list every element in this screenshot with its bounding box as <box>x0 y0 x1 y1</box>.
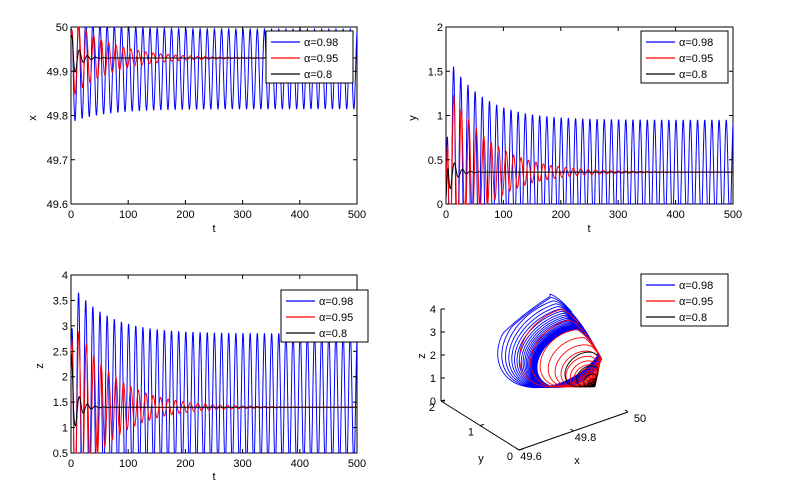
xlabel-z: t <box>212 471 215 483</box>
panel-phase-3d: 0 1 2 3 4 49.6 49.8 50 0 1 2 z x y <box>416 293 646 467</box>
legend-label-098: α=0.98 <box>679 280 713 292</box>
series-line-0 <box>445 66 734 205</box>
z-tick-label: 1 <box>430 373 436 385</box>
y-tick-label: 0.5 <box>428 155 443 167</box>
y-tick-label: 1 <box>437 111 443 123</box>
y3-tick <box>518 448 524 451</box>
y-tick-label: 1 <box>62 423 68 435</box>
xlabel-3d: x <box>574 455 580 467</box>
x-tick-label: 400 <box>666 209 684 221</box>
y-tick-label: 49.7 <box>47 155 68 167</box>
y3-tick <box>479 424 485 426</box>
ylabel-x: x <box>27 115 39 121</box>
x-tick-label: 400 <box>291 209 309 221</box>
xlabel-x: t <box>212 223 215 235</box>
x3-tick-label: 50 <box>634 413 646 425</box>
y-tick-label: 3.5 <box>53 295 68 307</box>
y-tick-label: 49.8 <box>47 111 68 123</box>
y3-tick-label: 0 <box>507 451 513 463</box>
legend-label-08: α=0.8 <box>319 328 347 340</box>
legend-label-08: α=0.8 <box>679 69 707 81</box>
x-tick-label: 300 <box>233 458 251 470</box>
series-line-0 <box>70 292 358 454</box>
y-tick-label: 2 <box>62 372 68 384</box>
z-tick-label: 3 <box>430 327 436 339</box>
y-tick-label: 50 <box>56 22 68 34</box>
legend-label-098: α=0.98 <box>319 296 353 308</box>
y-tick-label: 2.5 <box>53 346 68 358</box>
legend-label-098: α=0.98 <box>304 37 338 49</box>
y-tick-label: 4 <box>62 270 68 282</box>
x-tick-label: 500 <box>348 458 366 470</box>
y-tick-label: 0 <box>437 199 443 211</box>
x-tick-label: 100 <box>119 209 137 221</box>
phase-trajectory-0 <box>497 293 603 389</box>
y-tick-label: 0.5 <box>53 448 68 460</box>
x-tick-label: 0 <box>68 458 74 470</box>
legend-label-095: α=0.95 <box>304 53 338 65</box>
ticks-3d: 0 1 2 3 4 49.6 49.8 50 0 1 2 <box>429 304 646 463</box>
z-tick-label: 4 <box>430 304 436 316</box>
x3-tick <box>570 428 574 432</box>
curves-z <box>70 292 358 454</box>
y-tick-label: 49.6 <box>47 199 68 211</box>
x-tick-label: 0 <box>443 209 449 221</box>
series-line-2 <box>70 351 357 427</box>
x3-tick-label: 49.8 <box>575 432 596 444</box>
x-tick-label: 400 <box>291 458 309 470</box>
x3-tick-label: 49.6 <box>520 451 541 463</box>
xlabel-y: t <box>587 223 590 235</box>
y3-tick <box>440 399 446 402</box>
series-line-2 <box>445 162 733 200</box>
y3-tick-label: 1 <box>468 427 474 439</box>
legend-label-08: α=0.8 <box>304 69 332 81</box>
x3-tick <box>515 447 520 451</box>
legend-phase: α=0.98 α=0.95 α=0.8 <box>640 273 729 327</box>
y3-tick-label: 2 <box>429 402 435 414</box>
ylabel-3d: y <box>478 453 484 465</box>
x-tick-label: 300 <box>609 209 627 221</box>
y-tick-label: 1.5 <box>428 66 443 78</box>
ylabel-z: z <box>34 363 46 369</box>
legend-x: α=0.98 α=0.95 α=0.8 <box>265 30 354 84</box>
x-tick-label: 200 <box>176 458 194 470</box>
ticks-x: 0 100 200 300 400 500 49.6 49.7 49.8 49.9 50 <box>47 22 367 221</box>
x3-tick <box>624 409 629 413</box>
legend-y: α=0.98 α=0.95 α=0.8 <box>640 30 729 84</box>
z-tick-label: 0 <box>430 396 436 408</box>
legend-label-095: α=0.95 <box>679 296 713 308</box>
x-tick-label: 0 <box>68 209 74 221</box>
x-tick-label: 200 <box>552 209 570 221</box>
x-tick-label: 500 <box>348 209 366 221</box>
y-tick-label: 3 <box>62 321 68 333</box>
y-tick-label: 1.5 <box>53 397 68 409</box>
ylabel-y: y <box>407 115 419 121</box>
curves-3d <box>497 293 603 389</box>
x-tick-label: 100 <box>119 458 137 470</box>
curves-y <box>445 66 734 205</box>
z-tick-label: 2 <box>430 350 436 362</box>
x-tick-label: 100 <box>494 209 512 221</box>
phase-trajectory-1 <box>519 309 602 388</box>
ticks-y: 0 100 200 300 400 500 0 0.5 1 1.5 2 <box>428 22 742 221</box>
y-tick-label: 2 <box>437 22 443 34</box>
y-tick-label: 49.9 <box>47 66 68 78</box>
zlabel-3d: z <box>416 353 428 359</box>
x-tick-label: 300 <box>233 209 251 221</box>
x-tick-label: 200 <box>176 209 194 221</box>
x-tick-label: 500 <box>724 209 742 221</box>
legend-label-08: α=0.8 <box>679 312 707 324</box>
legend-z: α=0.98 α=0.95 α=0.8 <box>280 289 369 343</box>
phase-trajectory-2 <box>564 351 599 388</box>
legend-label-098: α=0.98 <box>679 37 713 49</box>
legend-label-095: α=0.95 <box>679 53 713 65</box>
legend-label-095: α=0.95 <box>319 312 353 324</box>
